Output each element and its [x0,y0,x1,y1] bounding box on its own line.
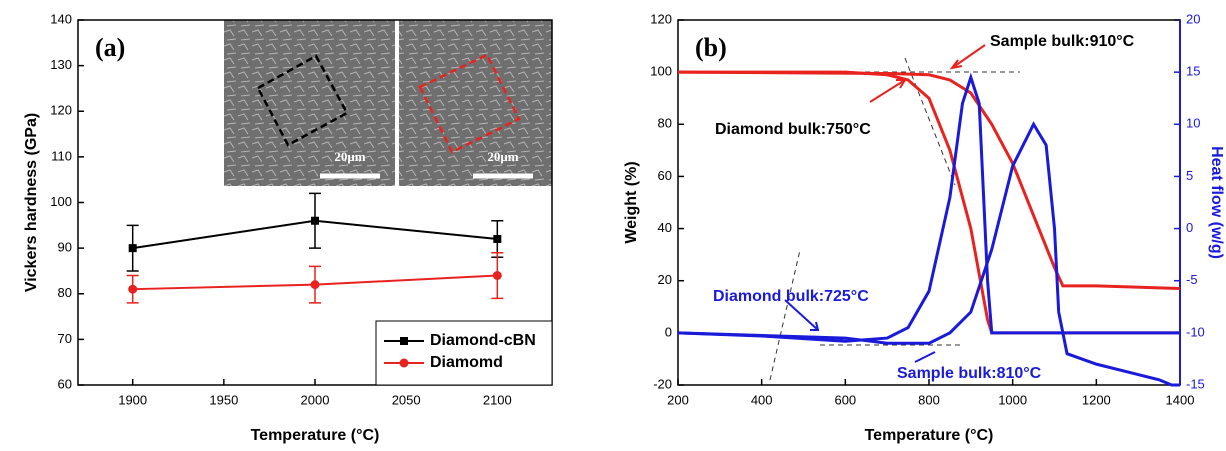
legend-label: Diamond-cBN [430,332,536,349]
y-tick-label: 130 [50,57,72,72]
y-axis-label: Weight (%) [623,161,640,243]
y2-tick-label: 20 [1186,11,1200,26]
marker [493,235,501,243]
y-tick-label: 70 [58,331,72,346]
y2-tick-label: -15 [1186,376,1205,391]
marker [311,280,320,289]
legend-marker [400,337,408,345]
y-tick-label: 60 [658,168,672,183]
legend-box [376,321,552,385]
panel-label: (a) [95,33,125,62]
marker [311,217,319,225]
y2-tick-label: -5 [1186,272,1198,287]
y2-tick-label: 5 [1186,168,1193,183]
x-tick-label: 1200 [1082,392,1111,407]
y2-tick-label: -10 [1186,324,1205,339]
x-tick-label: 1400 [1166,392,1195,407]
y-tick-label: 0 [665,324,672,339]
x-tick-label: 1950 [209,392,238,407]
y2-tick-label: 15 [1186,64,1200,79]
x-tick-label: 1000 [998,392,1027,407]
legend-marker [400,359,409,368]
y-axis-label: Vickers hardness (GPa) [23,113,40,292]
x-tick-label: 400 [751,392,773,407]
y-tick-label: 120 [50,103,72,118]
y-tick-label: 140 [50,11,72,26]
x-axis-label: Temperature (°C) [251,427,380,444]
arrows [785,300,935,362]
y2-tick-label: 10 [1186,116,1200,131]
y-tick-label: 60 [58,376,72,391]
annotation: Diamond bulk:725°C [713,288,869,305]
scale-label: 20μm [487,149,518,164]
marker [493,271,502,280]
scale-label: 20μm [334,149,365,164]
y-tick-label: -20 [653,376,672,391]
annotation: Sample bulk:810°C [897,365,1042,382]
x-tick-label: 2050 [392,392,421,407]
x-tick-label: 200 [667,392,689,407]
marker [128,285,137,294]
x-tick-label: 800 [918,392,940,407]
tangent-lines [770,58,1020,380]
x-tick-label: 1900 [118,392,147,407]
x-tick-label: 2100 [483,392,512,407]
y-tick-label: 40 [658,220,672,235]
y2-tick-label: 0 [1186,220,1193,235]
y-tick-label: 20 [658,272,672,287]
inset: 20μm 20μm [224,20,552,186]
y-tick-label: 120 [650,11,672,26]
y-tick-label: 90 [58,240,72,255]
y-tick-label: 80 [58,285,72,300]
annotation: Diamond bulk:750°C [715,121,871,138]
x-tick-label: 2000 [301,392,330,407]
y2-axis-label: Heat flow (w/g) [1208,146,1225,259]
y-tick-label: 100 [50,194,72,209]
series-line [678,72,1180,288]
series-line [678,124,1180,385]
sem-image [224,20,395,186]
figure: 20μm 20μm 190019502000205021006070809010… [0,0,1226,446]
annotation: Sample bulk:910°C [990,33,1135,50]
y-tick-label: 100 [650,64,672,79]
y-tick-label: 80 [658,116,672,131]
x-axis-label: Temperature (°C) [865,427,994,444]
panel-label: (b) [695,33,727,62]
sem-image [399,20,552,186]
y-tick-label: 110 [51,148,72,163]
marker [129,244,137,252]
legend-label: Diamomd [430,354,503,371]
x-tick-label: 600 [834,392,856,407]
